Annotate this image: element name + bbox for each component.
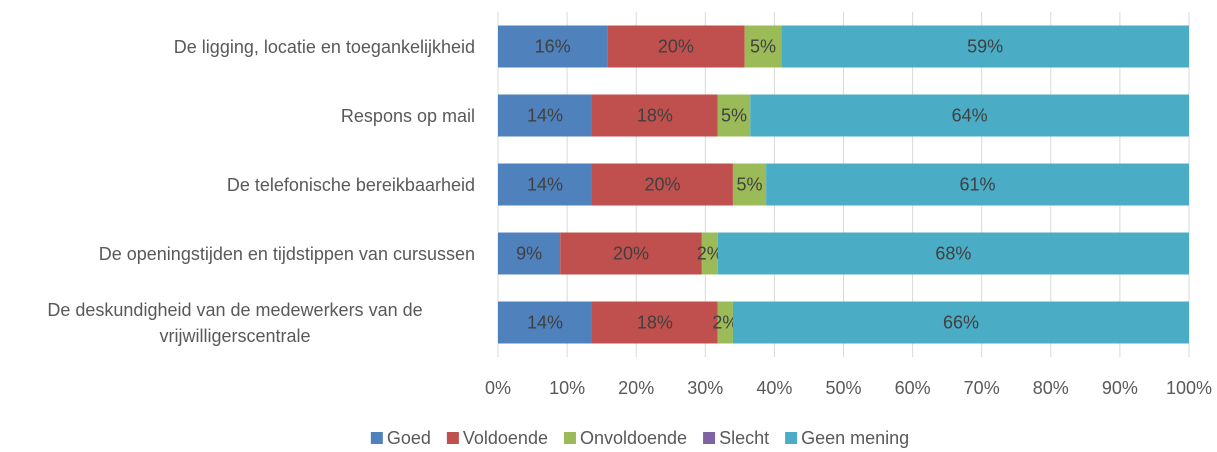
bar-segment [732, 163, 767, 206]
bar-segment [717, 301, 733, 344]
bar-segment [717, 232, 1189, 275]
legend-label: Goed [387, 428, 431, 448]
legend-swatch [703, 432, 716, 444]
bar-segment [591, 163, 733, 206]
data-label: 18% [637, 312, 673, 332]
x-tick-label: 100% [1166, 378, 1212, 398]
data-label: 68% [935, 243, 971, 263]
category-label: De telefonische bereikbaarheid [226, 174, 475, 195]
bar-segment [591, 94, 718, 137]
x-tick-label: 90% [1102, 378, 1138, 398]
legend-swatch [446, 432, 459, 444]
legend-label: Geen mening [801, 428, 909, 448]
x-tick-label: 30% [687, 378, 723, 398]
legend-label: Onvoldoende [580, 428, 687, 448]
category-label: Respons op mail [340, 105, 475, 126]
data-label: 18% [637, 105, 673, 125]
data-label: 66% [943, 312, 979, 332]
data-label: 14% [527, 174, 563, 194]
bar-segment [498, 25, 608, 68]
legend-swatch [370, 432, 383, 444]
bar-segment [607, 25, 745, 68]
legend-swatch [563, 432, 576, 444]
data-label: 20% [658, 36, 694, 56]
data-label: 5% [737, 174, 763, 194]
data-label: 14% [527, 105, 563, 125]
category-label: De ligging, locatie en toegankelijkheid [173, 36, 475, 57]
x-tick-label: 10% [549, 378, 585, 398]
bar-segment [498, 94, 592, 137]
legend-label: Voldoende [463, 428, 548, 448]
x-tick-label: 60% [895, 378, 931, 398]
bar-segment [498, 163, 592, 206]
bar-segment [717, 94, 751, 137]
x-tick-label: 70% [964, 378, 1000, 398]
data-label: 5% [750, 36, 776, 56]
bar-segment [560, 232, 702, 275]
data-label: 64% [952, 105, 988, 125]
x-tick-label: 0% [485, 378, 511, 398]
bar-segment [732, 301, 1189, 344]
x-tick-label: 80% [1033, 378, 1069, 398]
legend-swatch [785, 432, 798, 444]
data-label: 2% [697, 243, 723, 263]
data-label: 16% [535, 36, 571, 56]
data-label: 20% [644, 174, 680, 194]
bar-segment [781, 25, 1189, 68]
bar-segment [498, 301, 592, 344]
data-label: 61% [960, 174, 996, 194]
data-label: 20% [613, 243, 649, 263]
bar-segment [701, 232, 718, 275]
x-tick-label: 20% [618, 378, 654, 398]
x-tick-label: 40% [756, 378, 792, 398]
data-label: 9% [516, 243, 542, 263]
data-label: 14% [527, 312, 563, 332]
bar-segment [498, 232, 561, 275]
bar-segment [766, 163, 1189, 206]
category-label: De deskundigheid van de medewerkers van … [47, 299, 423, 346]
legend-label: Slecht [719, 428, 769, 448]
data-label: 5% [721, 105, 747, 125]
x-tick-label: 50% [825, 378, 861, 398]
data-label: 59% [967, 36, 1003, 56]
bar-segment [591, 301, 718, 344]
data-label: 2% [712, 312, 738, 332]
bar-segment [750, 94, 1189, 137]
bar-segment [744, 25, 782, 68]
category-label: De openingstijden en tijdstippen van cur… [98, 243, 475, 264]
